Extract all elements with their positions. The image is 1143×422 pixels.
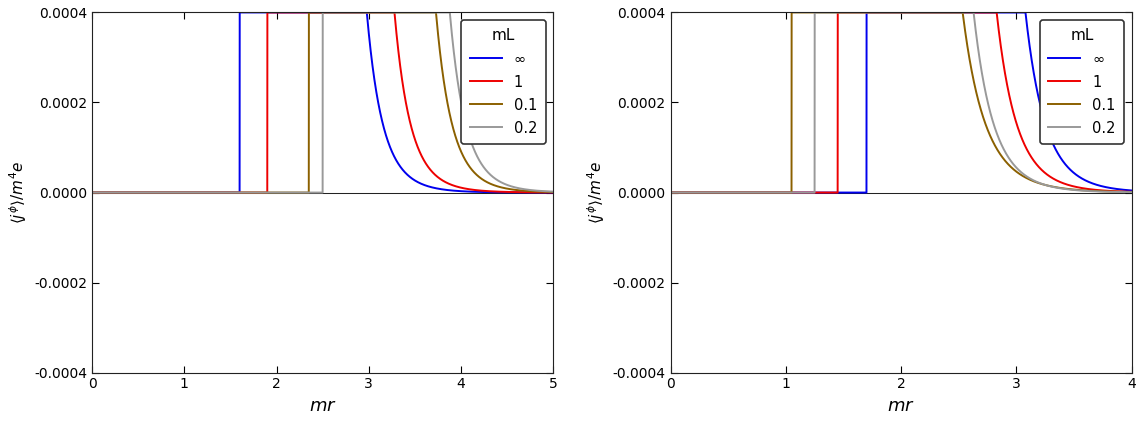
0.1 (358, 10, 371, 15)
0.1 (1125, 189, 1138, 195)
0.2 (831, 10, 845, 15)
1 (936, 10, 950, 15)
0.2 (687, 190, 701, 195)
∞ (936, 10, 950, 15)
∞ (1006, 10, 1020, 15)
0.1 (936, 10, 950, 15)
1 (86, 190, 99, 195)
Y-axis label: $\langle j^\phi\rangle/m^4e$: $\langle j^\phi\rangle/m^4e$ (585, 161, 607, 224)
0.2 (1030, 179, 1044, 184)
Line: 1: 1 (93, 12, 553, 192)
0.2 (86, 190, 99, 195)
1 (253, 190, 266, 195)
Line: 0.1: 0.1 (671, 12, 1132, 192)
0.1 (451, 143, 465, 148)
1 (378, 10, 392, 15)
0.2 (315, 10, 329, 15)
∞ (957, 10, 970, 15)
1 (427, 171, 441, 176)
1 (957, 10, 970, 15)
Legend: ∞, 1, 0.1, 0.2: ∞, 1, 0.1, 0.2 (1040, 20, 1125, 144)
∞ (831, 190, 845, 195)
1 (546, 190, 560, 195)
∞ (378, 130, 392, 135)
Line: ∞: ∞ (93, 12, 553, 192)
0.1 (957, 17, 970, 22)
∞ (233, 10, 247, 15)
0.1 (378, 10, 392, 15)
0.2 (378, 10, 392, 15)
∞ (427, 185, 441, 190)
1 (1030, 162, 1044, 168)
0.2 (358, 10, 371, 15)
0.2 (957, 10, 970, 15)
0.1 (1030, 180, 1044, 185)
1 (451, 184, 465, 189)
∞ (1030, 88, 1044, 93)
∞ (253, 10, 266, 15)
0.1 (109, 190, 122, 195)
∞ (86, 190, 99, 195)
∞ (358, 10, 371, 15)
0.1 (546, 189, 560, 195)
Line: 0.2: 0.2 (93, 12, 553, 192)
Y-axis label: $\langle j^\phi\rangle/m^4e$: $\langle j^\phi\rangle/m^4e$ (7, 161, 29, 224)
Line: 0.1: 0.1 (93, 12, 553, 192)
0.2 (1006, 160, 1020, 165)
0.1 (302, 10, 315, 15)
1 (109, 190, 122, 195)
1 (1125, 189, 1138, 194)
0.2 (546, 189, 560, 194)
0.2 (664, 190, 678, 195)
∞ (860, 10, 873, 15)
1 (687, 190, 701, 195)
∞ (109, 190, 122, 195)
Line: 0.2: 0.2 (671, 12, 1132, 192)
Line: 1: 1 (671, 12, 1132, 192)
0.1 (687, 190, 701, 195)
0.1 (427, 10, 441, 15)
0.2 (427, 10, 441, 15)
0.2 (109, 190, 122, 195)
Legend: ∞, 1, 0.1, 0.2: ∞, 1, 0.1, 0.2 (461, 20, 546, 144)
0.1 (664, 190, 678, 195)
0.2 (451, 85, 465, 90)
1 (261, 10, 274, 15)
1 (831, 10, 845, 15)
1 (664, 190, 678, 195)
∞ (451, 189, 465, 194)
∞ (664, 190, 678, 195)
0.2 (1125, 189, 1138, 195)
1 (831, 190, 845, 195)
0.2 (253, 190, 266, 195)
X-axis label: $mr$: $mr$ (887, 397, 916, 415)
0.1 (1006, 166, 1020, 171)
0.1 (86, 190, 99, 195)
0.2 (808, 10, 822, 15)
∞ (546, 190, 560, 195)
Line: ∞: ∞ (671, 12, 1132, 192)
1 (358, 10, 371, 15)
0.1 (253, 190, 266, 195)
0.2 (936, 10, 950, 15)
0.1 (785, 10, 799, 15)
0.1 (831, 10, 845, 15)
∞ (1125, 188, 1138, 193)
∞ (687, 190, 701, 195)
1 (1006, 106, 1020, 111)
X-axis label: $mr$: $mr$ (309, 397, 336, 415)
